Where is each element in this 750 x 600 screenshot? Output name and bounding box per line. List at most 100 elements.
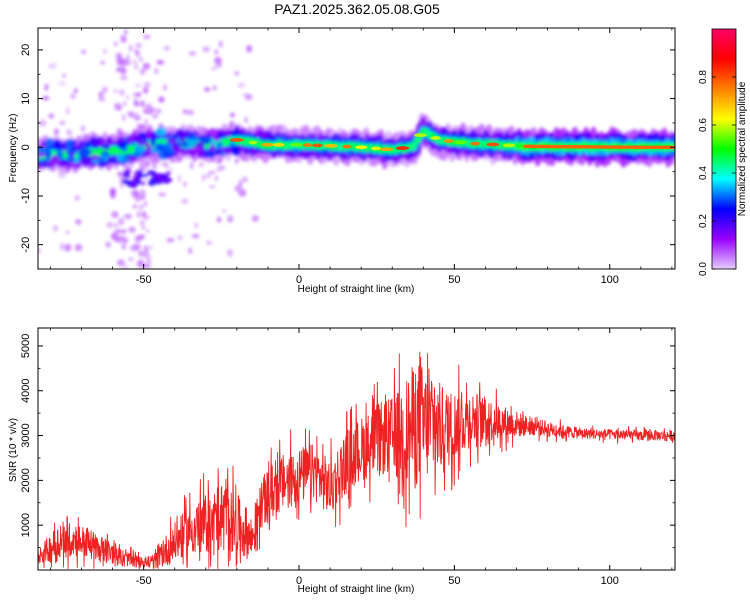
spectrogram-noise-blob: [74, 195, 80, 201]
spectrogram-noise-blob: [186, 110, 195, 116]
spectrogram-noise-blob: [98, 97, 106, 102]
spectrogram-noise-blob: [116, 259, 125, 266]
spectrogram-band-cell: [75, 146, 82, 152]
spectrogram-noise-blob: [42, 96, 50, 101]
spectrogram-noise-blob: [101, 86, 108, 94]
spectrogram-band-cell: [175, 129, 187, 138]
spectrogram-noise-blob: [151, 163, 158, 170]
spectrogram-noise-blob: [123, 214, 131, 218]
snr-panel: -50 0 50 100 1000 2000 3000 4000 5000 Height of …: [8, 327, 676, 595]
spectrogram-noise-blob: [226, 248, 234, 257]
top-y-tick-label: -10: [20, 188, 32, 204]
spectrogram-noise-blob: [38, 248, 41, 253]
spectrogram-noise-blob: [139, 68, 146, 76]
spectrogram-noise-blob: [233, 71, 240, 76]
spectrogram-noise-blob: [98, 91, 104, 98]
spectrogram-noise-blob: [142, 35, 151, 39]
spectrogram-noise-blob: [147, 245, 154, 250]
spectrogram-noise-blob: [122, 165, 130, 169]
spectrogram-noise-blob: [132, 92, 140, 97]
spectrogram-band-cell: [178, 136, 186, 142]
bottom-x-tick-label: 50: [448, 575, 460, 587]
bottom-x-tick-label: -50: [136, 575, 152, 587]
spectrogram-band-cell: [145, 129, 151, 139]
spectrogram-noise-blob: [106, 221, 114, 228]
spectrogram-noise-blob: [53, 128, 59, 135]
spectrogram-noise-blob: [105, 241, 112, 248]
spectrogram-noise-blob: [181, 199, 185, 204]
spectrogram-noise-blob: [130, 228, 135, 233]
spectrogram-noise-blob: [213, 56, 222, 64]
spectrogram-peak-cell: [470, 141, 481, 146]
spectrogram-band-cell: [106, 136, 114, 146]
spectrogram-noise-blob: [134, 236, 142, 243]
bottom-x-tick-label: 100: [601, 575, 619, 587]
spectrogram-noise-blob: [121, 236, 129, 245]
spectrogram-noise-blob: [227, 215, 234, 223]
spectrogram-noise-blob: [116, 228, 121, 234]
spectrogram-peak-cell: [312, 143, 323, 148]
spectrogram-band-cell: [141, 173, 149, 178]
spectrogram-band-cell: [134, 143, 145, 154]
spectrogram-noise-blob: [132, 190, 139, 194]
spectrogram-band-cell: [155, 143, 167, 152]
top-y-tick-label: 10: [20, 92, 32, 104]
spectrogram-noise-blob: [251, 215, 259, 222]
spectrogram-noise-blob: [73, 88, 78, 94]
spectrogram-noise-blob: [211, 66, 217, 71]
spectrogram-noise-blob: [80, 49, 87, 54]
spectrogram-noise-blob: [152, 113, 159, 119]
spectrogram-noise-blob: [120, 35, 127, 44]
spectrogram-noise-blob: [239, 179, 243, 187]
spectrogram-noise-blob: [156, 60, 165, 65]
spectrogram-noise-blob: [140, 100, 145, 108]
spectrogram-band-cell: [46, 160, 56, 167]
spectrogram-noise-blob: [111, 211, 119, 219]
spectrogram-noise-blob: [66, 129, 72, 136]
snr-frame: [37, 327, 676, 571]
top-x-tick-label: 0: [296, 274, 302, 286]
spectrogram-noise-blob: [59, 120, 66, 126]
spectrogram-band-cell: [67, 153, 73, 162]
spectrogram-band-cell: [172, 146, 183, 153]
spectrogram-band-cell: [215, 149, 223, 156]
spectrogram-noise-blob: [182, 108, 188, 115]
spectrogram-noise-blob: [133, 49, 138, 53]
spectrogram-band-cell: [171, 140, 176, 150]
spectrogram-band-cell: [94, 139, 100, 146]
spectrogram-noise-blob: [119, 89, 125, 97]
spectrogram-noise-blob: [122, 101, 127, 107]
spectrogram-band-cell: [165, 170, 172, 175]
top-y-axis-label: Frequency (Hz): [8, 114, 19, 183]
bottom-y-tick-label: 4000: [20, 378, 32, 402]
spectrogram-noise-blob: [183, 182, 187, 187]
spectrogram-peak-cell: [486, 142, 500, 147]
spectrogram-noise-blob: [207, 171, 216, 175]
spectrogram-noise-blob: [133, 243, 142, 252]
spectrogram-noise-blob: [120, 75, 128, 81]
spectrogram-noise-blob: [138, 195, 146, 201]
spectrogram-noise-blob: [206, 174, 211, 178]
spectrogram-noise-blob: [126, 54, 130, 62]
bottom-y-tick-label: 5000: [20, 334, 32, 358]
bottom-y-tick-label: 3000: [20, 423, 32, 447]
spectrogram-noise-blob: [130, 112, 139, 119]
spectrogram-noise-blob: [112, 232, 118, 241]
spectrogram-band-cell: [78, 148, 90, 159]
spectrogram-noise-blob: [154, 67, 159, 75]
spectrogram-peak-cell: [248, 140, 258, 145]
spectrogram-peak-cell: [342, 144, 352, 149]
chart-title: PAZ1.2025.362.05.08.G05: [274, 1, 440, 17]
colorbar-tick-label: 0.6: [698, 118, 709, 132]
spectrogram-noise-blob: [74, 243, 83, 252]
spectrogram-band-cell: [156, 175, 164, 183]
spectrogram-noise-blob: [143, 245, 149, 254]
spectrogram-noise-blob: [177, 174, 181, 183]
spectrogram-noise-blob: [209, 185, 216, 189]
colorbar-frame: [711, 28, 737, 270]
spectrogram-noise-blob: [119, 65, 123, 74]
spectrogram-noise-blob: [135, 43, 143, 48]
spectrogram-band-cell: [229, 130, 240, 136]
spectrogram-band-cell: [225, 129, 231, 138]
spectrogram-noise-blob: [139, 220, 146, 225]
